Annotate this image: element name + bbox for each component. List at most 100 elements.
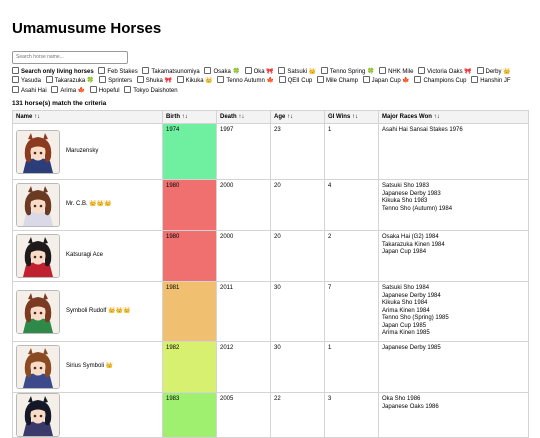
column-header-death[interactable]: Death ↑↓ — [216, 110, 271, 124]
filter-checkbox-item[interactable]: Hopeful — [89, 85, 120, 94]
column-header-birth[interactable]: Birth ↑↓ — [162, 110, 217, 124]
horse-name[interactable]: Symboli Rudolf 👑👑👑 — [66, 307, 131, 314]
filter-label: Search only living horses — [21, 68, 94, 75]
cell-death: 2012 — [216, 341, 271, 393]
filter-label: Japan Cup 🍁 — [371, 78, 410, 84]
match-count: 131 horse(s) match the criteria — [12, 100, 107, 107]
filter-label: Tenno Spring 🍀 — [329, 68, 375, 75]
checkbox[interactable] — [12, 85, 19, 93]
column-header-gi-wins[interactable]: GI Wins ↑↓ — [324, 110, 379, 124]
column-header-major-races[interactable]: Major Races Won ↑↓ — [378, 110, 529, 124]
horse-name[interactable]: Mr. C.B. 👑👑👑 — [66, 201, 112, 208]
filter-checkbox-item[interactable]: Osaka 🍀 — [204, 66, 240, 75]
filter-checkbox-item[interactable]: Tenno Spring 🍀 — [320, 66, 375, 75]
checkbox[interactable] — [418, 66, 426, 74]
filter-checkbox-item[interactable]: Shuka 🎀 — [136, 76, 172, 84]
cell-birth: 1982 — [162, 341, 217, 393]
checkbox[interactable] — [142, 66, 150, 74]
filter-label: Tokyo Daishoten — [133, 87, 178, 94]
filter-label: Hopeful — [98, 87, 120, 94]
filter-checkbox-item[interactable]: Feb Stakes — [98, 66, 138, 75]
filter-checkbox-item[interactable]: Satsuki 👑 — [278, 66, 316, 75]
checkbox[interactable] — [51, 85, 59, 93]
cell-name: Maruzensky — [12, 123, 163, 180]
race-item: Tenno Sho (Spring) 1985 — [382, 315, 449, 321]
race-item: Arima Kinen 1984 — [382, 307, 430, 314]
filter-checkbox-item[interactable]: Takamatsunomiya — [142, 66, 200, 75]
checkbox[interactable] — [98, 66, 106, 74]
filter-checkbox-item[interactable]: Japan Cup 🍁 — [362, 76, 410, 84]
checkbox[interactable] — [176, 76, 184, 83]
checkbox[interactable] — [362, 76, 370, 83]
checkbox[interactable] — [476, 66, 484, 74]
checkbox[interactable] — [99, 76, 107, 83]
filter-label: Tenno Autumn 🍁 — [226, 78, 274, 84]
filter-checkbox-item[interactable]: Tokyo Daishoten — [124, 85, 178, 94]
search-input[interactable] — [12, 50, 128, 64]
cell-gi-wins: 4 — [324, 179, 379, 231]
filter-checkbox-item[interactable]: Asahi Hai — [12, 85, 47, 94]
checkbox[interactable] — [244, 66, 252, 74]
filter-checkbox-item[interactable]: Kikuka 👑 — [176, 76, 213, 84]
filter-checkbox-item[interactable]: Yasuda — [12, 76, 41, 84]
cell-birth: 1980 — [162, 230, 217, 282]
filter-label: Kikuka 👑 — [185, 78, 213, 84]
filter-checkbox-item[interactable]: NHK Mile — [379, 66, 414, 75]
checkbox[interactable] — [278, 66, 286, 74]
checkbox[interactable] — [316, 76, 324, 83]
horse-name[interactable]: Katsuragi Ace — [66, 252, 104, 259]
horse-portrait — [16, 345, 60, 389]
column-header-name[interactable]: Name ↑↓ — [12, 110, 163, 124]
cell-gi-wins: 1 — [324, 123, 379, 180]
cell-major-races: Oka Sho 1986 Japanese Oaks 1986 — [378, 392, 529, 438]
filter-checkbox-item[interactable]: Mile Champ — [316, 76, 358, 84]
race-item: Asahi Hai Sansai Stakes 1976 — [382, 127, 463, 133]
table-row[interactable]: Katsuragi Ace 1980 2000 20 2 Osaka Hai (G2) 1… — [12, 230, 529, 282]
cell-birth: 1980 — [162, 179, 217, 231]
table-row[interactable]: Sirius Symboli 👑 1982 2012 30 1 Japanese Derb… — [12, 341, 529, 393]
table-header-row: Name ↑↓ Birth ↑↓ Death ↑↓ Age ↑↓ GI Wins… — [12, 110, 529, 124]
cell-major-races: Satsuki Sho 1983 Japanese Derby 1983 Kikuk… — [378, 179, 529, 231]
table-row[interactable]: 1983 2005 22 3 Oka Sho 1986 Japanese Oaks 198… — [12, 392, 529, 438]
horse-name[interactable]: Maruzensky — [66, 147, 99, 154]
filter-checkbox-item[interactable]: Tenno Autumn 🍁 — [217, 76, 274, 84]
cell-age: 30 — [270, 341, 325, 393]
filter-checkbox-item[interactable]: Victoria Oaks 🎀 — [418, 66, 472, 75]
filter-checkbox-item[interactable]: Search only living horses — [12, 66, 94, 75]
filter-checkbox-item[interactable]: Takarazuka 🍀 — [45, 76, 94, 84]
checkbox[interactable] — [12, 76, 19, 83]
checkbox[interactable] — [12, 66, 19, 74]
cell-major-races: Japanese Derby 1985 — [378, 341, 529, 393]
checkbox[interactable] — [278, 76, 286, 83]
race-item: Japan Cup 1984 — [382, 249, 427, 255]
checkbox[interactable] — [136, 76, 144, 83]
checkbox[interactable] — [217, 76, 225, 83]
filter-label: Yasuda — [21, 78, 41, 84]
filter-label: NHK Mile — [388, 68, 414, 75]
horse-name[interactable]: Sirius Symboli 👑 — [66, 363, 114, 370]
filter-label: Victoria Oaks 🎀 — [427, 68, 472, 75]
checkbox[interactable] — [414, 76, 422, 83]
filter-checkbox-item[interactable]: Champions Cup — [414, 76, 467, 84]
filter-checkbox-item[interactable]: Arima 🍁 — [51, 85, 85, 94]
table-row[interactable]: Maruzensky 1974 1997 23 1 Asahi Hai Sansai St… — [12, 123, 529, 180]
filter-checkbox-item[interactable]: Hanshin JF — [471, 76, 511, 84]
race-item: Kikuka Sho 1983 — [382, 198, 428, 204]
horse-portrait — [16, 183, 60, 227]
checkbox[interactable] — [45, 76, 53, 83]
column-header-age[interactable]: Age ↑↓ — [270, 110, 325, 124]
checkbox[interactable] — [320, 66, 328, 74]
filter-label: Shuka 🎀 — [145, 78, 172, 84]
filter-checkbox-item[interactable]: Derby 👑 — [476, 66, 511, 75]
checkbox[interactable] — [124, 85, 132, 93]
filter-checkbox-item[interactable]: QEII Cup — [278, 76, 312, 84]
table-row[interactable]: Mr. C.B. 👑👑👑 1980 2000 20 4 Satsuki Sho 1983 J… — [12, 179, 529, 231]
table-row[interactable]: Symboli Rudolf 👑👑👑 1981 2011 30 7 Satsuki Sho… — [12, 281, 529, 342]
filter-checkbox-item[interactable]: Sprinters — [99, 76, 132, 84]
checkbox[interactable] — [204, 66, 212, 74]
filter-checkbox-item[interactable]: Oka 🎀 — [244, 66, 274, 75]
checkbox[interactable] — [471, 76, 479, 83]
checkbox[interactable] — [89, 85, 97, 93]
cell-name: Katsuragi Ace — [12, 230, 163, 282]
checkbox[interactable] — [379, 66, 387, 74]
